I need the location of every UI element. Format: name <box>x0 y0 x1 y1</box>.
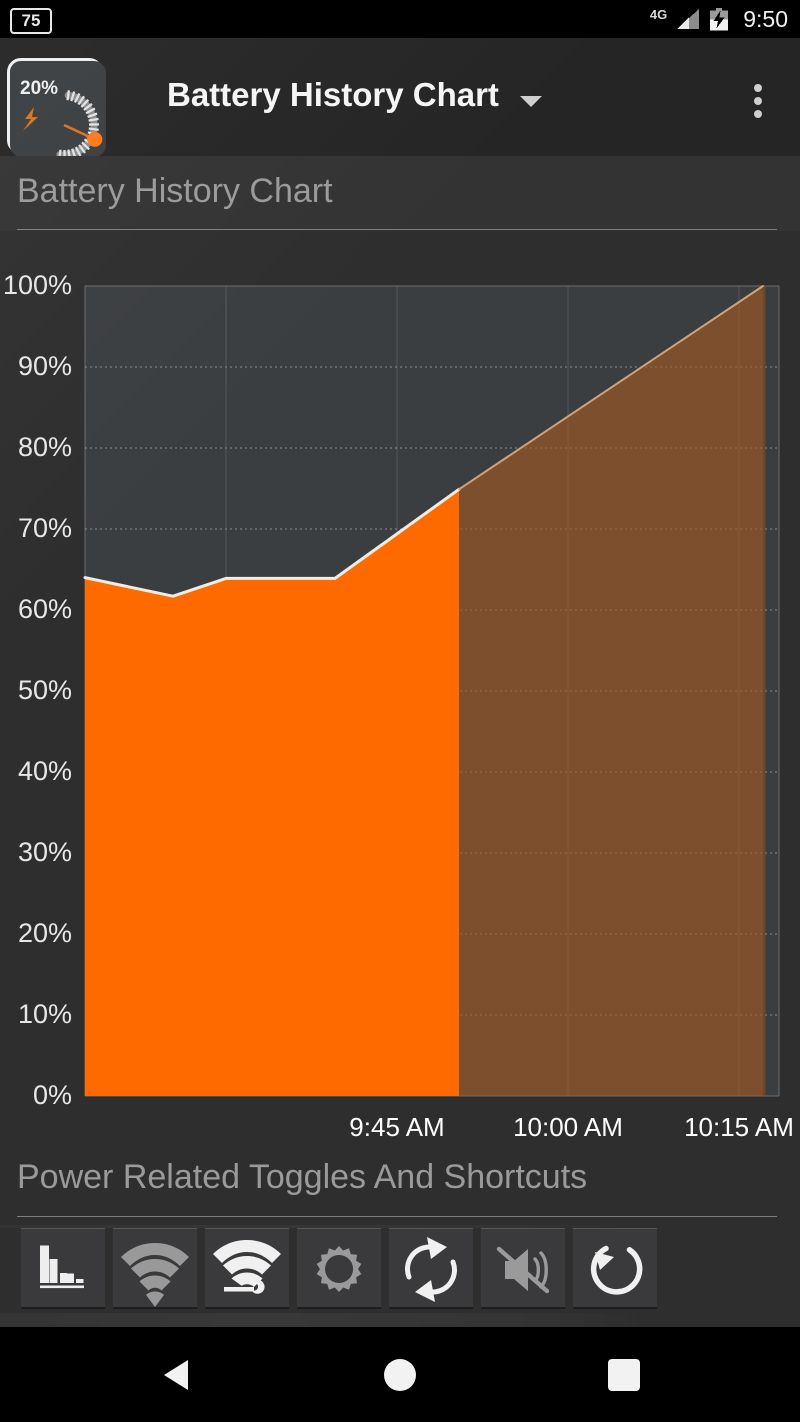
svg-text:20%: 20% <box>18 918 72 948</box>
svg-text:10:00 AM: 10:00 AM <box>513 1112 623 1142</box>
svg-text:80%: 80% <box>18 432 72 462</box>
svg-text:30%: 30% <box>18 837 72 867</box>
svg-text:20%: 20% <box>20 78 58 99</box>
svg-text:100%: 100% <box>3 270 72 300</box>
svg-text:0%: 0% <box>33 1080 72 1110</box>
svg-text:90%: 90% <box>18 351 72 381</box>
svg-text:70%: 70% <box>18 513 72 543</box>
svg-text:10:15 AM: 10:15 AM <box>684 1112 794 1142</box>
svg-text:50%: 50% <box>18 675 72 705</box>
svg-text:10%: 10% <box>18 999 72 1029</box>
svg-text:60%: 60% <box>18 594 72 624</box>
svg-text:40%: 40% <box>18 756 72 786</box>
svg-text:9:45 AM: 9:45 AM <box>349 1112 444 1142</box>
